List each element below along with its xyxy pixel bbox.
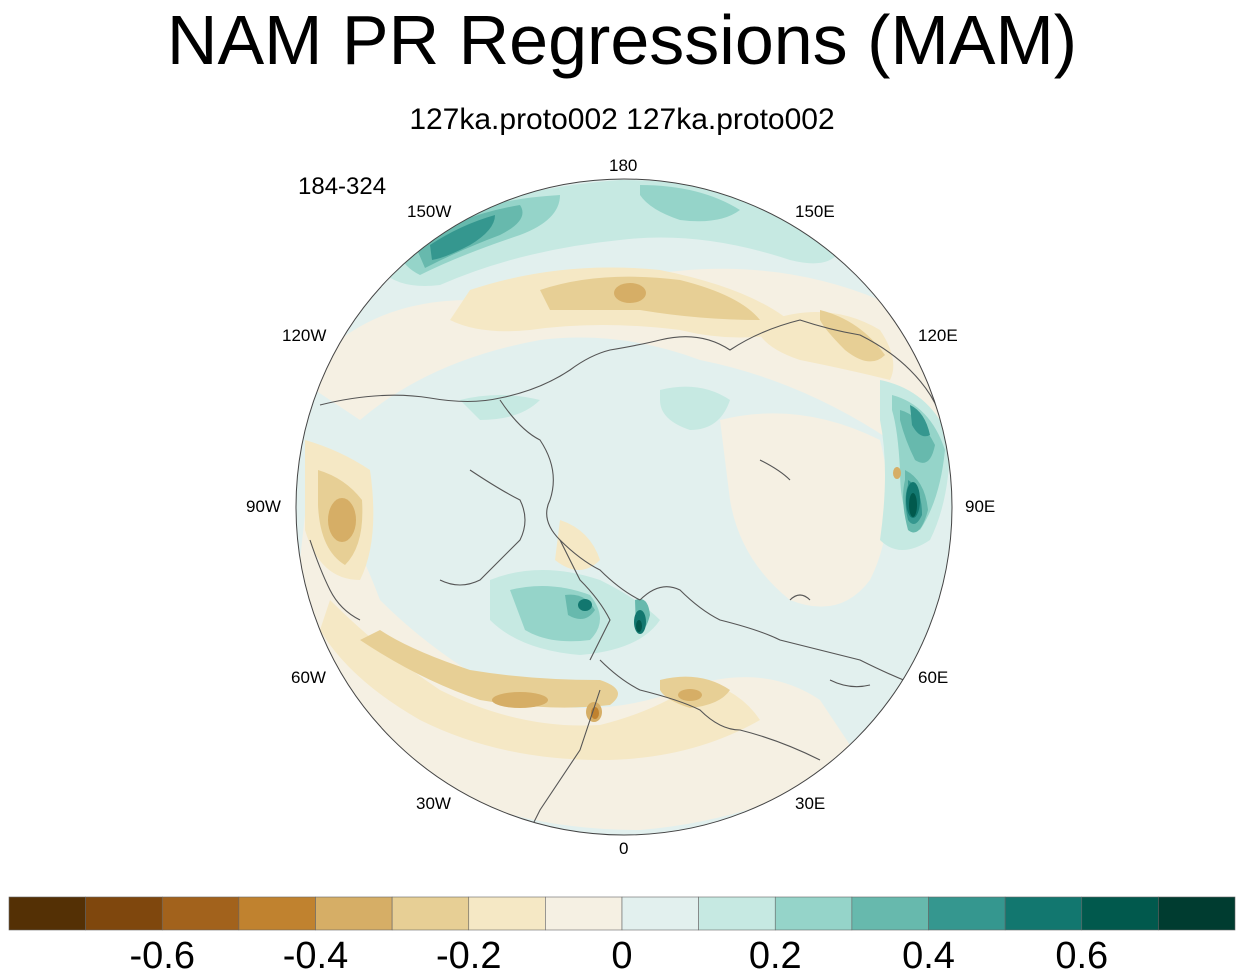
- lon-label-120e: 120E: [918, 326, 958, 345]
- anomaly-region: [300, 470, 860, 830]
- anomaly-region: [900, 410, 935, 463]
- colorbar-tick-label: 0: [611, 935, 633, 977]
- anomaly-region: [320, 600, 760, 760]
- colorbar-tick-label: 0.2: [748, 935, 802, 977]
- lon-label-150w: 150W: [407, 202, 452, 221]
- colorbar-tick-label: 0.4: [902, 935, 955, 977]
- period-label: 184-324: [298, 173, 387, 200]
- colorbar-swatch: [238, 896, 316, 931]
- anomaly-region: [614, 283, 646, 303]
- colorbar-swatch: [545, 896, 623, 931]
- lon-label-60e: 60E: [918, 668, 949, 687]
- anomaly-region: [540, 276, 760, 320]
- colorbar-tick-label: -0.6: [129, 935, 195, 977]
- coastlines: [309, 319, 939, 835]
- polar-map: [295, 178, 953, 836]
- anomaly-region: [720, 413, 888, 607]
- colorbar-swatch: [774, 896, 853, 931]
- lon-label-120w: 120W: [282, 326, 327, 345]
- figure-title: NAM PR Regressions (MAM): [166, 1, 1078, 79]
- lon-label-180: 180: [609, 156, 638, 175]
- lon-label-150e: 150E: [795, 202, 835, 221]
- colorbar-swatch: [8, 896, 86, 931]
- colorbar-swatch: [1004, 896, 1083, 931]
- colorbar-swatch: [161, 896, 240, 931]
- anomaly-region: [910, 405, 930, 437]
- colorbar-swatch: [621, 896, 699, 931]
- lon-label-90e: 90E: [965, 497, 996, 516]
- lon-label-30e: 30E: [795, 794, 826, 813]
- lon-label-30w: 30W: [416, 794, 451, 813]
- anomaly-region: [636, 620, 642, 632]
- lon-label-60w: 60W: [291, 668, 326, 687]
- lon-label-0: 0: [619, 839, 629, 858]
- anomaly-region: [820, 310, 885, 362]
- anomaly-region: [430, 215, 495, 260]
- figure-subtitle: 127ka.proto002 127ka.proto002: [409, 103, 835, 136]
- anomaly-region: [678, 689, 702, 701]
- anomaly-region: [492, 692, 548, 708]
- anomaly-region: [555, 520, 600, 570]
- colorbar-swatch: [851, 896, 929, 931]
- colorbar-tick-label: 0.6: [1055, 935, 1109, 977]
- colorbar-swatch: [1158, 896, 1236, 931]
- anomaly-region: [360, 630, 618, 708]
- anomaly-region: [909, 493, 917, 517]
- anomaly-region: [893, 467, 901, 479]
- anomaly-region: [660, 386, 730, 430]
- anomaly-region: [328, 498, 356, 542]
- colorbar-swatch: [315, 896, 393, 931]
- colorbar-swatch: [928, 896, 1006, 931]
- anomaly-region: [578, 599, 592, 611]
- map-border: [295, 178, 953, 836]
- anomaly-region: [640, 185, 740, 222]
- colorbar-tick-label: -0.4: [282, 935, 349, 977]
- colorbar-swatch: [391, 896, 470, 931]
- colorbar-swatch: [468, 896, 546, 931]
- colorbar-swatch: [698, 896, 776, 931]
- colorbar-swatch: [85, 896, 163, 931]
- colorbar-tick-label: -0.2: [436, 935, 502, 977]
- lon-label-90w: 90W: [246, 497, 281, 516]
- colorbar-swatch: [1081, 896, 1159, 931]
